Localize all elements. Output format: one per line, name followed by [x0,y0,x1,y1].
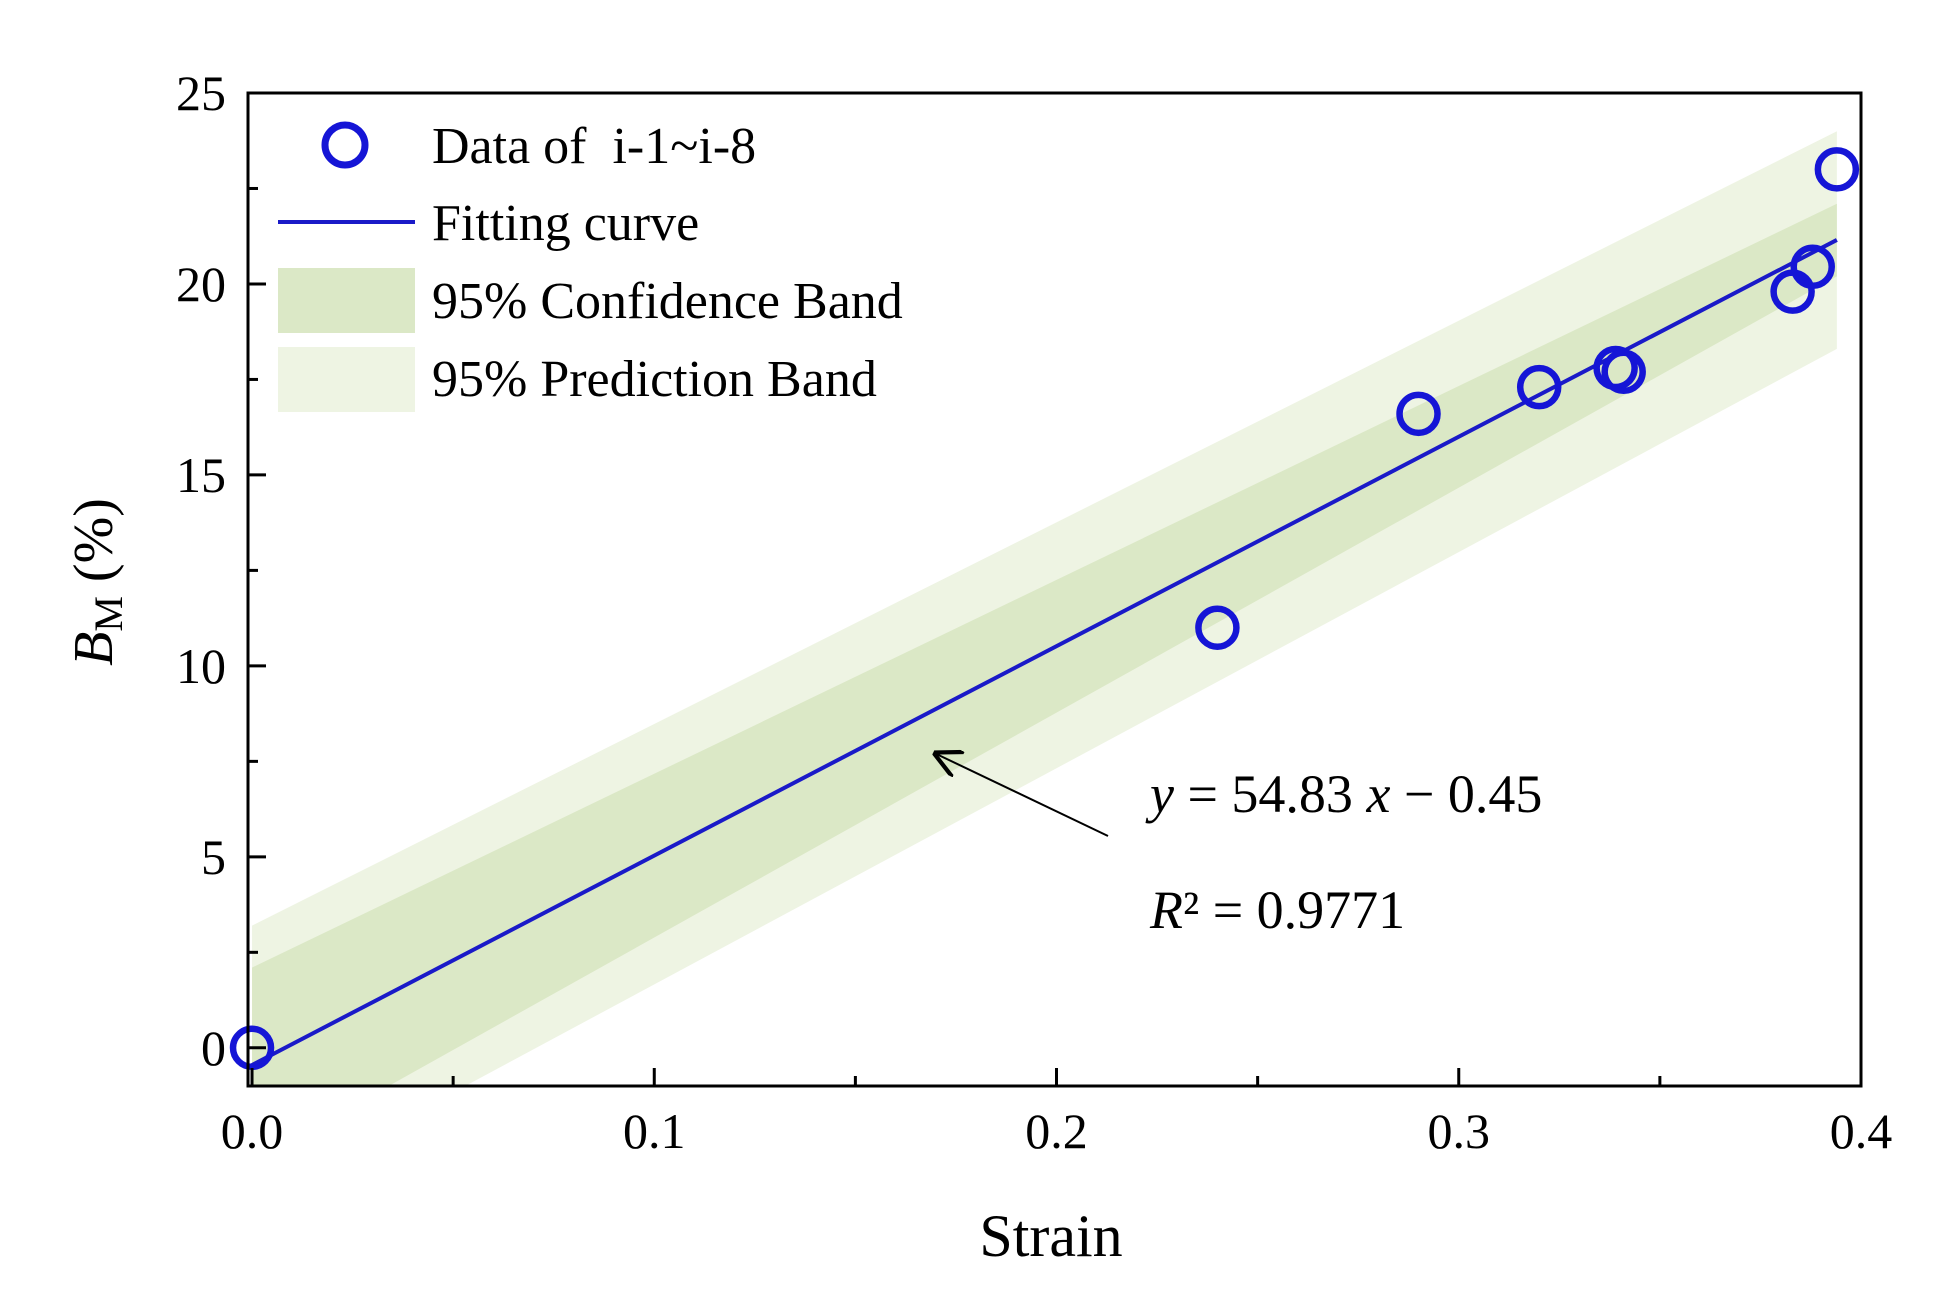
legend-label-prediction: 95% Prediction Band [432,351,877,408]
legend: Data of i-1~i-8 Fitting curve 95% Confid… [278,118,903,412]
plot-frame [246,91,1863,1088]
bands [252,131,1837,1086]
y-axis-label-subscript: M [86,596,131,632]
fit-layer [251,238,1838,1067]
equation-y-var: y [1145,764,1174,824]
y-axis-tick-labels: 0 5 10 15 20 25 [176,65,226,1076]
confidence-band [252,203,1837,1086]
x-axis-tick-labels: 0.0 0.1 0.2 0.3 0.4 [221,1103,1892,1159]
r-squared-var: R [1149,880,1183,940]
x-tick-label: 0.3 [1428,1103,1491,1159]
data-point [1790,244,1835,290]
legend-label-fit: Fitting curve [432,195,699,252]
data-point [1516,364,1562,410]
x-tick-label: 0.2 [1025,1103,1088,1159]
x-tick-label: 0.1 [623,1103,686,1159]
x-tick-label: 0.4 [1830,1103,1893,1159]
equation-tail: − 0.45 [1390,764,1542,824]
legend-prediction-swatch-icon [278,347,415,412]
y-tick-label: 0 [201,1020,226,1076]
annotation-arrow [936,754,1109,837]
fitting-line [251,238,1838,1067]
y-axis-label-unit: (%) [63,498,125,596]
data-point [229,1025,275,1071]
points-layer [229,147,1860,1071]
data-point [1601,349,1646,395]
equation-middle: = 54.83 [1174,764,1366,824]
y-tick-label: 20 [176,256,226,312]
data-point [1195,605,1240,650]
r-squared: R² = 0.9771 [1149,880,1405,940]
legend-marker-circle-icon [321,121,369,169]
x-axis-ticks [250,1068,1863,1086]
x-axis-label: Strain [979,1203,1122,1269]
y-axis-label: BM (%) [63,498,131,666]
legend-label-data: Data of i-1~i-8 [432,118,756,175]
r-squared-value: ² = 0.9771 [1183,880,1405,940]
legend-label-confidence: 95% Confidence Band [432,273,903,330]
y-axis-label-main: B [63,632,125,666]
equation-x-var: x [1365,764,1390,824]
y-tick-label: 10 [176,638,226,694]
y-tick-label: 5 [201,829,226,885]
data-point [1814,147,1860,192]
x-tick-label: 0.0 [221,1103,284,1159]
y-tick-label: 25 [176,65,226,121]
fit-equation: y = 54.83 x − 0.45 [1145,764,1542,824]
legend-confidence-swatch-icon [278,268,415,333]
y-axis-ticks [248,91,266,1050]
data-point [1396,391,1441,437]
y-tick-label: 15 [176,447,226,503]
